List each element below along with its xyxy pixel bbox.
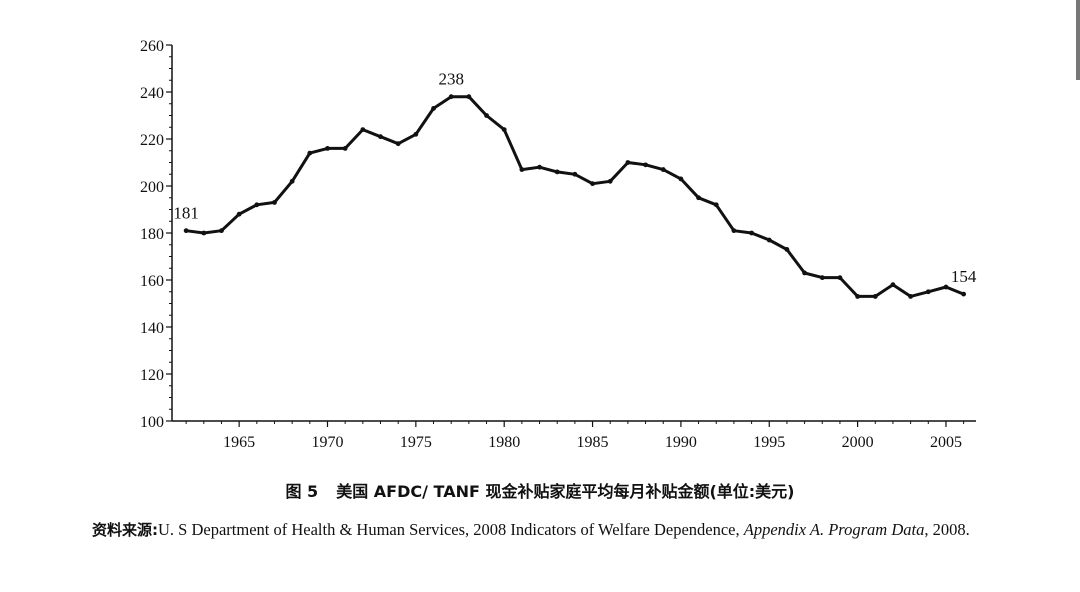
page-edge-mark [1076,0,1080,80]
data-point [413,131,419,137]
data-point [731,228,737,234]
source-label: 资料来源: [92,521,158,539]
y-tick-label: 100 [140,414,164,431]
data-point [749,230,754,236]
data-point [943,284,949,290]
data-point [501,127,507,132]
data-point [572,171,578,177]
data-point [819,275,825,281]
source-year: , 2008. [924,520,970,539]
figure-number: 图 5 [285,482,319,501]
data-point [784,247,790,252]
data-point [802,270,807,276]
data-point [713,202,719,208]
data-label: 238 [438,70,464,89]
series-line [185,95,965,298]
y-tick-label: 140 [140,320,164,337]
figure-title: 美国 AFDC/ TANF 现金补贴家庭平均每月补贴金额(单位:美元) [336,482,795,501]
x-tick-label: 1980 [488,434,520,451]
x-tick-label: 2000 [842,434,874,451]
y-tick-label: 120 [140,367,164,384]
data-point [254,202,260,208]
data-point [219,228,224,234]
data-point [890,282,896,288]
source-appendix: Appendix A. Program Data [743,520,925,539]
source-note: 资料来源:U. S Department of Health & Human S… [52,514,1052,546]
x-tick-label: 1985 [577,434,609,451]
data-point [289,178,295,184]
data-point [431,106,436,111]
data-point [236,211,242,217]
data-point [448,94,454,100]
figure-caption: 图 5 美国 AFDC/ TANF 现金补贴家庭平均每月补贴金额(单位:美元) [0,478,1080,502]
y-tick-label: 200 [140,179,164,196]
x-tick-label: 2005 [930,434,962,451]
data-label: 181 [173,204,199,223]
data-point [554,169,560,175]
data-point [855,294,861,299]
data-point [201,230,207,236]
x-tick-label: 1990 [665,434,697,451]
data-point [643,162,648,168]
data-point [519,167,525,172]
y-tick-label: 220 [140,132,164,149]
data-point [837,275,843,281]
y-tick-label: 180 [140,226,164,243]
data-point [872,294,878,299]
data-point [395,141,401,147]
data-point [908,294,914,299]
data-point [625,160,631,165]
x-tick-label: 1965 [223,434,255,451]
data-point [766,237,772,243]
data-point [537,164,542,170]
data-point [590,181,595,187]
line-chart: 100 120 140 160 180 200 220 240 260 1965 1970 1975 1… [140,38,977,451]
data-point [378,134,383,140]
x-tick-label: 1995 [753,434,785,451]
data-point [696,195,701,201]
data-label: 154 [951,267,977,286]
data-point [607,178,613,184]
data-point [342,146,348,151]
x-tick-label: 1975 [400,434,432,451]
data-point [183,228,189,234]
data-point [925,289,931,295]
y-tick-label: 160 [140,273,164,290]
data-point [660,167,666,172]
source-text: U. S Department of Health & Human Servic… [158,520,744,539]
data-point [961,291,967,297]
y-tick-label: 240 [140,85,164,102]
data-point [325,146,330,151]
data-point [678,176,684,182]
y-tick-label: 260 [140,38,164,55]
data-point [307,150,313,156]
data-point [466,94,472,100]
data-point [484,113,489,118]
x-tick-label: 1970 [311,434,343,451]
data-point [272,200,277,205]
data-point [360,127,366,132]
